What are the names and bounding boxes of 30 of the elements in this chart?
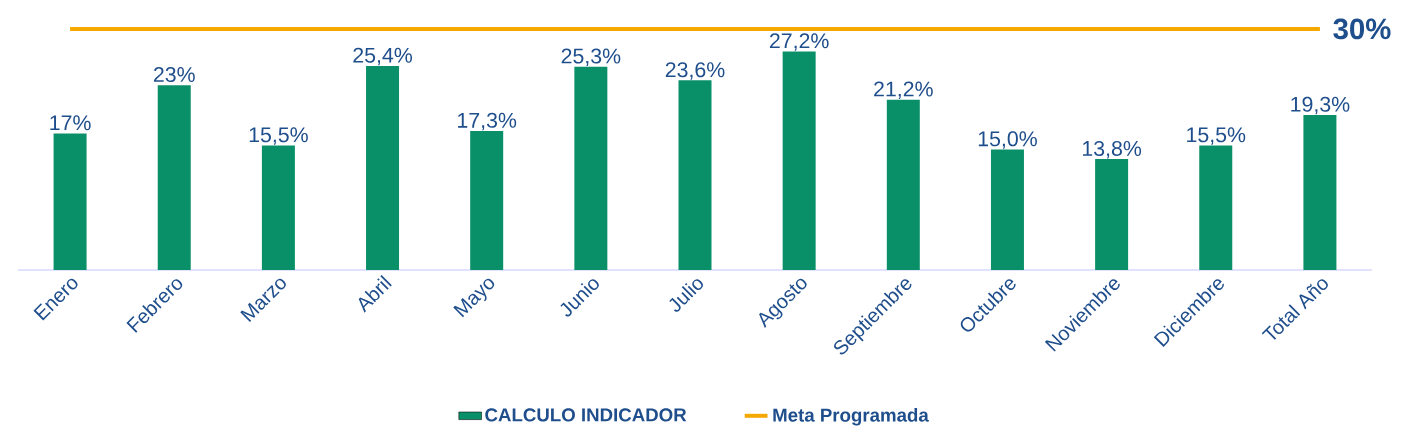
- data-label: 27,2%: [769, 33, 829, 51]
- bar: [53, 133, 87, 271]
- data-label: 13,8%: [1082, 140, 1142, 159]
- data-label: 15,5%: [249, 127, 308, 145]
- data-label: 25,3%: [561, 48, 621, 67]
- bar: [366, 65, 400, 271]
- legend-label: Meta Programada: [773, 408, 929, 426]
- bar: [574, 66, 608, 271]
- bar: [1199, 145, 1233, 271]
- bar: [261, 145, 295, 271]
- bar: [1303, 114, 1337, 271]
- bar: [157, 85, 191, 271]
- bar: [990, 149, 1024, 271]
- data-label: 25,4%: [353, 47, 413, 66]
- bar: [782, 51, 816, 271]
- data-label: 15,5%: [1187, 127, 1246, 145]
- bar: [886, 99, 920, 271]
- bar: [678, 80, 712, 271]
- legend-label: CALCULO INDICADOR: [485, 408, 687, 422]
- bar: [470, 131, 504, 271]
- data-label: 19,3%: [1291, 96, 1350, 115]
- data-label: 21,2%: [874, 81, 933, 100]
- data-label: 23,6%: [665, 62, 725, 80]
- data-label: 17%: [50, 115, 91, 131]
- data-label: 17,3%: [458, 112, 517, 131]
- data-label: 30%: [1333, 18, 1391, 40]
- bar: [1095, 159, 1129, 271]
- data-label: 15,0%: [978, 131, 1037, 149]
- x-tick-label: Julio: [669, 279, 703, 312]
- data-label: 23%: [153, 67, 195, 83]
